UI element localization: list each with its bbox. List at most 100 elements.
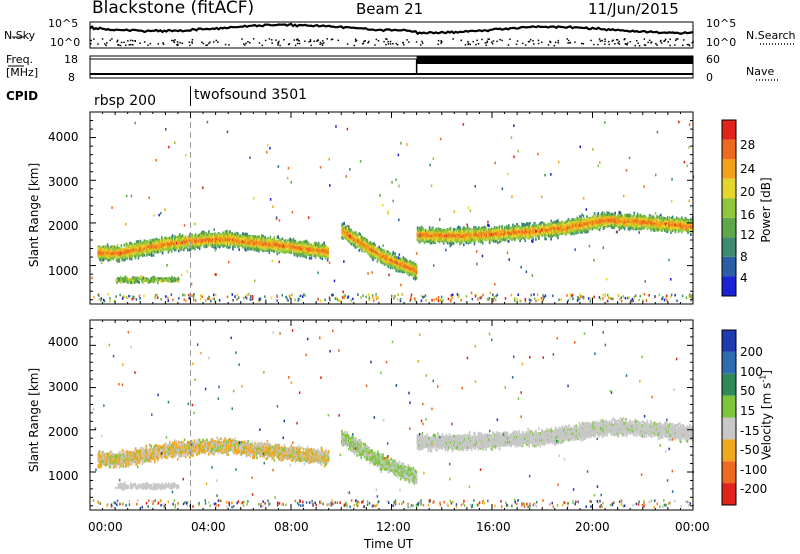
nsearch-point xyxy=(207,44,209,46)
nsearch-point xyxy=(383,41,385,43)
power-echo-cell xyxy=(306,256,308,259)
power-echo-cell xyxy=(282,238,284,241)
power-echo-cell xyxy=(327,255,329,258)
nsearch-point xyxy=(618,42,620,44)
nsearch-point xyxy=(130,44,132,46)
nsearch-point xyxy=(321,43,323,45)
power-echo-cell xyxy=(229,245,231,248)
nsearch-point xyxy=(362,43,364,45)
nsearch-point xyxy=(314,41,316,43)
power-echo-cell xyxy=(321,244,323,247)
nsearch-point xyxy=(356,40,358,42)
power-echo-cell xyxy=(181,248,183,251)
nsearch-point xyxy=(299,43,301,45)
nsearch-point xyxy=(117,40,119,42)
power-echo-cell xyxy=(269,251,271,254)
power-echo-cell xyxy=(309,257,311,260)
power-echo-cell xyxy=(138,241,140,244)
nsearch-point xyxy=(173,40,175,42)
nsearch-point xyxy=(386,39,388,41)
power-echo-cell xyxy=(121,244,123,247)
power-echo-cell xyxy=(119,260,121,263)
nsearch-point xyxy=(208,43,210,45)
nsearch-point xyxy=(644,44,646,46)
nsearch-point xyxy=(120,45,122,47)
nsearch-point xyxy=(486,45,488,47)
power-echo-cell xyxy=(327,249,329,252)
nsearch-point xyxy=(688,44,690,46)
nsearch-point xyxy=(192,39,194,41)
power-echo-cell xyxy=(321,255,323,258)
nsearch-point xyxy=(144,41,146,43)
power-echo-cell xyxy=(142,254,144,257)
nsearch-point xyxy=(491,42,493,44)
power-echo-cell xyxy=(359,249,361,252)
nsearch-point xyxy=(525,44,527,46)
nsearch-point xyxy=(420,44,422,46)
nsearch-point xyxy=(408,41,410,43)
power-echo-cell xyxy=(149,253,151,256)
nsearch-point xyxy=(574,41,576,43)
nsearch-point xyxy=(538,43,540,45)
nave-block-late xyxy=(417,56,693,64)
nsearch-point xyxy=(593,44,595,46)
nsearch-point xyxy=(91,40,93,42)
nsearch-point xyxy=(191,41,193,43)
nsearch-point xyxy=(298,40,300,42)
power-echo-cell xyxy=(185,237,187,240)
nsearch-point xyxy=(205,45,207,47)
nsearch-point xyxy=(532,40,534,42)
power-echo-cell xyxy=(199,240,201,243)
nsearch-point xyxy=(385,44,387,46)
nsearch-point xyxy=(338,40,340,42)
power-echo-cell xyxy=(199,234,201,237)
nsearch-point xyxy=(656,44,658,46)
power-echo-cell xyxy=(185,241,187,244)
nsearch-point xyxy=(275,39,277,41)
nsearch-point xyxy=(492,43,494,45)
nsearch-point xyxy=(308,41,310,43)
nsearch-point xyxy=(129,44,131,46)
nsearch-point xyxy=(171,40,173,42)
nsearch-point xyxy=(487,38,489,40)
power-echo-cell xyxy=(355,246,357,249)
nsearch-point xyxy=(517,40,519,42)
nsearch-point xyxy=(476,40,478,42)
nsearch-point xyxy=(189,45,191,47)
power-echo-cell xyxy=(187,248,189,251)
nsearch-point xyxy=(493,40,495,42)
nsearch-point xyxy=(650,42,652,44)
nsearch-point xyxy=(265,40,267,42)
nsearch-point xyxy=(277,44,279,46)
power-echo-cell xyxy=(226,246,228,249)
nsearch-point xyxy=(468,43,470,45)
nsearch-point xyxy=(111,38,113,40)
power-echo-cell xyxy=(374,244,376,247)
nsearch-point xyxy=(322,40,324,42)
nsearch-point xyxy=(105,45,107,47)
nsearch-point xyxy=(590,40,592,42)
power-echo-cell xyxy=(194,248,196,251)
nsearch-point xyxy=(269,38,271,40)
power-echo-cell xyxy=(290,251,292,254)
power-echo-cell xyxy=(169,237,171,240)
nsearch-point xyxy=(158,43,160,45)
nsearch-point xyxy=(390,43,392,45)
nsearch-point xyxy=(106,42,108,44)
nsearch-point xyxy=(364,40,366,42)
power-echo-cell xyxy=(238,248,240,251)
nsearch-point xyxy=(660,40,662,42)
nsearch-point xyxy=(104,43,106,45)
nsearch-point xyxy=(677,38,679,40)
nsearch-point xyxy=(97,43,99,45)
power-echo-cell xyxy=(144,254,146,257)
power-echo-cell xyxy=(399,253,401,256)
nsearch-point xyxy=(216,40,218,42)
nsearch-point xyxy=(481,39,483,41)
nsearch-point xyxy=(376,39,378,41)
nsearch-point xyxy=(109,40,111,42)
nsearch-point xyxy=(387,41,389,43)
power-echo-cell xyxy=(148,242,150,245)
nsearch-point xyxy=(189,42,191,44)
nsearch-point xyxy=(583,43,585,45)
